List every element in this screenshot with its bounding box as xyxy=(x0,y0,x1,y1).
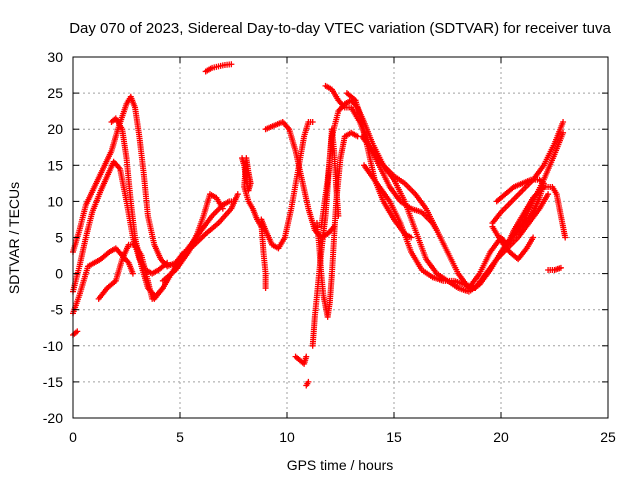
x-tick-label: 20 xyxy=(493,429,509,445)
y-axis-label: SDTVAR / TECUs xyxy=(6,182,22,294)
y-tick-label: 10 xyxy=(47,193,63,209)
y-tick-label: 0 xyxy=(55,266,63,282)
series-track-j xyxy=(202,61,235,75)
y-tick-label: 15 xyxy=(47,157,63,173)
data-point xyxy=(262,285,269,292)
series-track-ab xyxy=(489,223,537,263)
y-tick-label: 30 xyxy=(47,49,63,65)
series-track-z xyxy=(489,118,567,227)
chart-title: Day 070 of 2023, Sidereal Day-to-day VTE… xyxy=(69,20,611,37)
y-tick-label: -15 xyxy=(43,374,63,390)
y-tick-label: -10 xyxy=(43,338,63,354)
data-point xyxy=(305,378,312,385)
axis-ticks: 0 5 10 15 20 25 -20 -15 -10 -5 0 5 10 15 20 25 30 xyxy=(43,49,616,445)
series-track-o xyxy=(292,353,310,367)
data-point xyxy=(530,234,537,241)
y-tick-label: 25 xyxy=(47,85,63,101)
data-point xyxy=(303,353,310,360)
data-point xyxy=(562,234,569,241)
series-track-i xyxy=(172,191,241,270)
series-track-k xyxy=(239,155,265,230)
x-axis-label: GPS time / hours xyxy=(287,457,394,473)
x-tick-label: 5 xyxy=(176,429,184,445)
y-tick-label: 5 xyxy=(55,230,63,246)
data-point xyxy=(164,259,171,266)
y-tick-label: -20 xyxy=(43,410,63,426)
data-points xyxy=(70,61,569,389)
series-track-c xyxy=(70,245,136,317)
data-point xyxy=(557,264,564,271)
x-tick-label: 0 xyxy=(69,429,77,445)
data-point xyxy=(74,328,81,335)
x-tick-label: 15 xyxy=(386,429,402,445)
series-track-b xyxy=(70,158,171,295)
data-point xyxy=(560,118,567,125)
y-tick-label: -5 xyxy=(51,302,64,318)
series-track-l xyxy=(258,220,269,292)
series-track-p xyxy=(303,378,312,389)
data-point xyxy=(228,61,235,68)
data-point xyxy=(408,234,415,241)
x-tick-label: 25 xyxy=(600,429,616,445)
y-tick-label: 20 xyxy=(47,121,63,137)
series-track-f xyxy=(108,115,158,299)
series-track-r xyxy=(313,129,361,320)
data-point xyxy=(129,270,136,277)
data-point xyxy=(219,205,226,212)
data-point xyxy=(309,118,316,125)
series-track-m xyxy=(258,118,316,252)
series-track-n xyxy=(262,118,338,241)
series-track-d xyxy=(70,328,81,338)
data-point xyxy=(545,191,552,198)
data-point xyxy=(560,129,567,136)
x-tick-label: 10 xyxy=(279,429,295,445)
data-point xyxy=(433,227,440,234)
series-track-aa xyxy=(545,264,564,273)
data-point xyxy=(234,191,241,198)
data-point xyxy=(508,234,515,241)
